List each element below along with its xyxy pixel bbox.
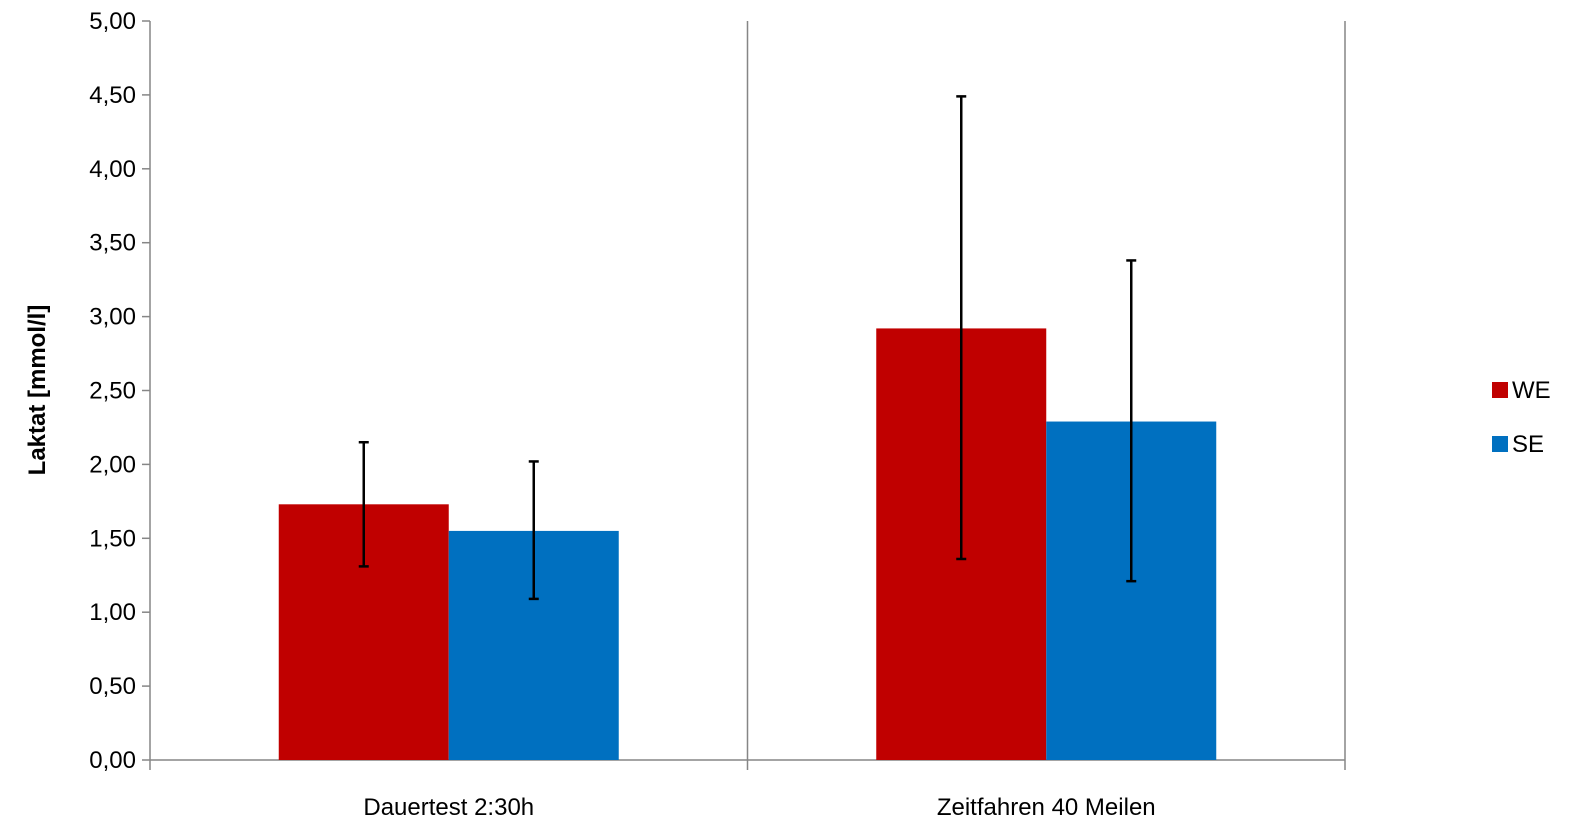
legend-label-se: SE	[1512, 431, 1544, 458]
y-tick-label: 1,50	[89, 525, 136, 552]
y-tick-label: 4,50	[89, 82, 136, 109]
chart-legend: WE SE	[1492, 377, 1551, 458]
y-tick-label: 5,00	[89, 8, 136, 35]
y-axis-label: Laktat [mmol/l]	[24, 305, 51, 476]
y-tick-label: 0,50	[89, 673, 136, 700]
chart-error-bars	[358, 95, 1137, 601]
y-tick-label: 1,00	[89, 599, 136, 626]
x-category-label: Zeitfahren 40 Meilen	[937, 794, 1156, 821]
legend-swatch-we	[1492, 382, 1508, 398]
y-tick-label: 0,00	[89, 747, 136, 774]
legend-swatch-se	[1492, 436, 1508, 452]
y-axis-tick-labels: 0,00 0,50 1,00 1,50 2,00 2,50 3,00 3,50 4,00 4,50…	[89, 8, 136, 774]
y-tick-label: 3,00	[89, 304, 136, 331]
x-axis-category-labels: Dauertest 2:30h Zeitfahren 40 Meilen	[363, 794, 1155, 821]
y-tick-label: 3,50	[89, 230, 136, 257]
legend-label-we: WE	[1512, 377, 1551, 404]
y-tick-label: 2,00	[89, 451, 136, 478]
x-category-label: Dauertest 2:30h	[363, 794, 534, 821]
y-tick-label: 4,00	[89, 156, 136, 183]
y-tick-label: 2,50	[89, 378, 136, 405]
